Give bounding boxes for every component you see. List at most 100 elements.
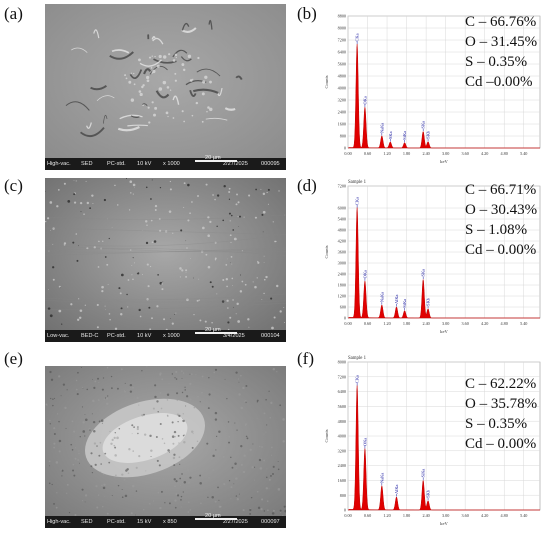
- peak-label: OKa: [362, 270, 367, 278]
- x-tick-label: 3.00: [442, 513, 449, 518]
- sem-date: 2/27/2025: [223, 519, 248, 525]
- x-tick-label: 4.80: [501, 513, 508, 518]
- y-tick-label: 2400: [338, 272, 346, 277]
- sem-detector: SED: [81, 519, 93, 525]
- sem-info-bar: Low-vac. BED-C PC-std. 10 kV x 1000 3/4/2025 0…: [45, 330, 286, 342]
- peak-label: OKa: [362, 96, 367, 104]
- y-tick-label: 800: [340, 134, 346, 139]
- composition-line: S – 1.08%: [465, 222, 528, 238]
- y-tick-label: 800: [340, 493, 346, 498]
- spectrum-title: Sample 1: [348, 356, 367, 361]
- composition-f: C – 62.22% O – 35.78% S – 0.35% Cd – 0.0…: [465, 374, 537, 454]
- y-tick-label: 4000: [338, 86, 346, 91]
- composition-line: Cd – 0.00%: [465, 242, 537, 258]
- peak-label: SiKa: [402, 299, 407, 308]
- x-tick-label: 5.40: [520, 151, 527, 156]
- x-tick-label: 4.20: [481, 151, 488, 156]
- sem-voltage: 10 kV: [137, 333, 152, 339]
- x-tick-label: 1.20: [383, 513, 390, 518]
- x-tick-label: 2.40: [422, 151, 429, 156]
- peak-label: SKa: [388, 131, 393, 139]
- peak-label: NaKa: [379, 473, 384, 483]
- sem-image-number: 000104: [261, 333, 280, 339]
- composition-line: C – 66.76%: [465, 14, 537, 30]
- sem-date: 2/27/2025: [223, 161, 248, 167]
- peak-label: AlKa: [394, 484, 399, 494]
- peak-label: SKa: [421, 121, 426, 129]
- peak-label: SKb: [426, 297, 431, 306]
- sem-detector: SED: [81, 161, 93, 167]
- x-tick-label: 4.80: [501, 321, 508, 326]
- sem-info-bar: High-vac. SED PC-std. 10 kV x 1000 2/27/2025 0…: [45, 158, 286, 170]
- peak-label: CKa: [355, 33, 360, 41]
- x-tick-label: 2.40: [422, 513, 429, 518]
- x-axis-label: keV: [440, 159, 448, 164]
- x-tick-label: 1.20: [383, 151, 390, 156]
- y-tick-label: 5400: [338, 217, 346, 222]
- y-tick-label: 5600: [338, 62, 346, 67]
- x-tick-label: 0.60: [364, 321, 371, 326]
- peak-label: SKb: [426, 130, 431, 139]
- x-tick-label: 3.60: [461, 151, 468, 156]
- y-axis-label: Counts: [324, 429, 329, 442]
- x-axis-label: keV: [440, 521, 448, 526]
- peak-label: SKa: [421, 269, 426, 277]
- x-tick-label: 5.40: [520, 321, 527, 326]
- sem-preset: PC-std.: [107, 333, 126, 339]
- x-tick-label: 4.20: [481, 321, 488, 326]
- sem-preset: PC-std.: [107, 161, 126, 167]
- x-tick-label: 1.20: [383, 321, 390, 326]
- x-tick-label: 3.00: [442, 321, 449, 326]
- y-tick-label: 7200: [338, 184, 346, 189]
- panel-label-e: (e): [4, 349, 23, 368]
- scale-bar: [195, 160, 237, 162]
- peak-label: AlKa: [394, 294, 399, 304]
- peak-label: NaKa: [379, 123, 384, 133]
- composition-line: C – 62.22%: [465, 376, 537, 392]
- x-tick-label: 4.20: [481, 513, 488, 518]
- peak-label: SiKa: [421, 469, 426, 478]
- y-tick-label: 0: [344, 508, 346, 513]
- y-axis-label: Counts: [324, 75, 329, 88]
- composition-line: S – 0.35%: [465, 54, 528, 70]
- y-tick-label: 7200: [338, 374, 346, 379]
- sem-image-number: 000095: [261, 161, 280, 167]
- y-tick-label: 1200: [338, 294, 346, 299]
- y-tick-label: 8000: [338, 26, 346, 31]
- composition-line: O – 31.45%: [465, 34, 538, 50]
- composition-line: C – 66.71%: [465, 182, 537, 198]
- composition-d: C – 66.71% O – 30.43% S – 1.08% Cd – 0.0…: [465, 180, 537, 260]
- x-tick-label: 4.80: [501, 151, 508, 156]
- composition-b: C – 66.76% O – 31.45% S – 0.35% Cd –0.00…: [465, 12, 537, 92]
- y-tick-label: 4000: [338, 434, 346, 439]
- eds-plot: 0 600 1200 1800 2400 3000 3600 4200 4800 5400 6000…: [324, 180, 541, 334]
- peak-label: SiKa: [402, 131, 407, 140]
- sem-magnification: x 1000: [163, 333, 180, 339]
- sem-texture: [45, 178, 286, 342]
- sem-date: 3/4/2025: [223, 333, 245, 339]
- scale-bar-label: 20 µm: [205, 155, 221, 161]
- peak-label: CKa: [355, 197, 360, 205]
- sem-image-a: High-vac. SED PC-std. 10 kV x 1000 2/27/2025 0…: [45, 4, 286, 170]
- y-tick-label: 8000: [338, 360, 346, 365]
- y-tick-label: 6400: [338, 50, 346, 55]
- y-tick-label: 5600: [338, 404, 346, 409]
- scale-bar: [195, 518, 237, 520]
- y-tick-label: 3200: [338, 98, 346, 103]
- y-tick-label: 8800: [338, 14, 346, 19]
- eds-plot: 0 800 1600 2400 3200 4000 4800 5600 6400 7200 8000…: [324, 14, 541, 164]
- sem-vacuum-mode: High-vac.: [47, 519, 71, 525]
- y-tick-label: 4800: [338, 419, 346, 424]
- y-tick-label: 4200: [338, 239, 346, 244]
- x-tick-label: 0.00: [344, 151, 351, 156]
- y-tick-label: 0: [344, 146, 346, 151]
- y-tick-label: 1800: [338, 283, 346, 288]
- y-tick-label: 1600: [338, 478, 346, 483]
- x-tick-label: 0.60: [364, 151, 371, 156]
- scale-bar: [195, 332, 237, 334]
- eds-plot: 0 800 1600 2400 3200 4000 4800 5600 6400 7200 8000…: [324, 356, 541, 526]
- x-tick-label: 0.60: [364, 513, 371, 518]
- scale-bar-label: 20 µm: [205, 513, 221, 519]
- x-tick-label: 3.00: [442, 151, 449, 156]
- peak-label: OKa: [362, 438, 367, 446]
